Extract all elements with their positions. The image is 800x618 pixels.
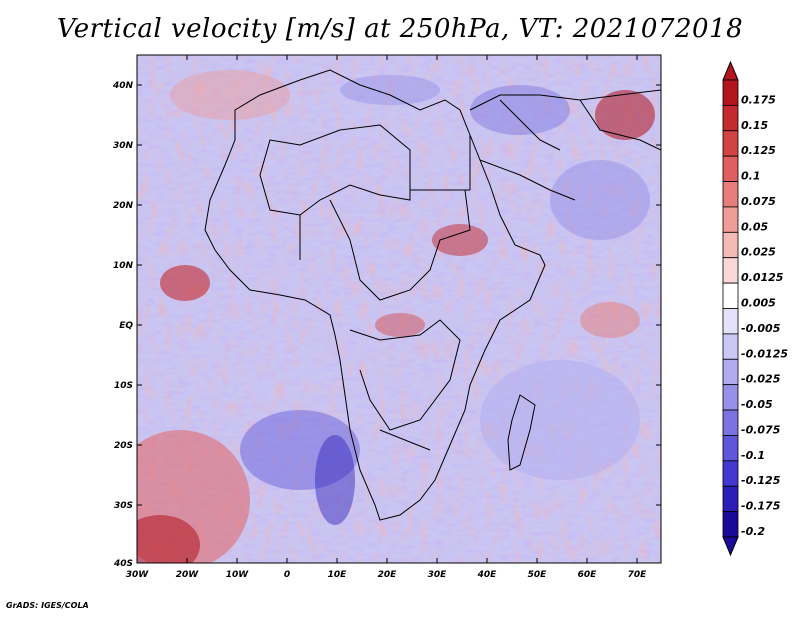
colorbar-swatch xyxy=(722,485,739,513)
colorbar-label: -0.075 xyxy=(741,423,781,436)
colorbar-swatch xyxy=(722,155,739,182)
colorbar-min-arrow xyxy=(722,536,739,557)
colorbar-swatch xyxy=(722,130,739,157)
lat-tick-label: 30S xyxy=(114,501,133,511)
lon-tick-label: 20E xyxy=(378,570,398,580)
colorbar-swatch xyxy=(722,358,739,386)
colorbar-swatch xyxy=(722,333,739,360)
velocity-field xyxy=(137,55,661,563)
lon-tick-label: 20W xyxy=(176,570,200,580)
colorbar-label: -0.0125 xyxy=(741,347,788,360)
lat-tick-label: 30N xyxy=(113,141,134,151)
lat-tick-label: 10S xyxy=(114,381,133,391)
lon-tick-label: 50E xyxy=(528,570,548,580)
colorbar-label: -0.05 xyxy=(741,398,773,411)
colorbar-label: 0.15 xyxy=(741,119,768,132)
colorbar-swatch xyxy=(722,257,739,284)
colorbar-swatch xyxy=(722,181,739,208)
lon-tick-label: 40E xyxy=(477,570,498,580)
lat-tick-label: 10N xyxy=(113,261,134,271)
colorbar-label: -0.025 xyxy=(741,373,781,386)
map-frame xyxy=(136,54,662,564)
colorbar-label: -0.2 xyxy=(741,525,765,538)
lat-tick-label: EQ xyxy=(119,321,133,331)
colorbar: 0.175 0.15 0.125 0.1 0.075 0.05 0.025 0.0125 0.0… xyxy=(722,60,788,557)
colorbar-swatch xyxy=(722,435,739,462)
colorbar-swatch xyxy=(722,206,739,233)
colorbar-label: 0.175 xyxy=(741,93,776,106)
colorbar-label: 0.005 xyxy=(741,297,776,310)
latitude-ticks: 40N 30N 20N 10N EQ 10S 20S 30S 40S xyxy=(112,81,661,569)
colorbar-swatch xyxy=(722,231,739,259)
lon-tick-label: 0 xyxy=(284,570,290,580)
lat-tick-label: 40S xyxy=(113,559,133,569)
lon-tick-label: 10W xyxy=(226,570,250,580)
longitude-ticks: 30W 20W 10W 0 10E 20E 30E 40E 50E 60E 70E xyxy=(126,55,647,580)
lon-tick-label: 30W xyxy=(126,570,150,580)
colorbar-label: -0.175 xyxy=(741,500,781,513)
colorbar-label: 0.05 xyxy=(741,220,768,233)
lat-tick-label: 40N xyxy=(112,81,134,91)
colorbar-swatch xyxy=(722,282,739,309)
colorbar-swatch xyxy=(722,308,739,335)
lon-tick-label: 10E xyxy=(328,570,348,580)
colorbar-label: 0.075 xyxy=(741,195,776,208)
lon-tick-label: 70E xyxy=(628,570,648,580)
colorbar-swatch xyxy=(722,384,739,411)
colorbar-label: 0.0125 xyxy=(741,271,784,284)
colorbar-swatch xyxy=(722,511,739,538)
colorbar-swatch xyxy=(722,460,739,487)
colorbar-label: 0.125 xyxy=(741,144,776,157)
colorbar-label: -0.1 xyxy=(741,449,765,462)
chart-title: Vertical velocity [m/s] at 250hPa, VT: 2… xyxy=(56,14,744,44)
lat-tick-label: 20N xyxy=(113,201,134,211)
colorbar-label: -0.125 xyxy=(741,474,781,487)
colorbar-label: 0.1 xyxy=(741,170,761,183)
credit-text: GrADS: IGES/COLA xyxy=(6,601,89,610)
coastlines xyxy=(204,69,661,521)
colorbar-swatch xyxy=(722,409,739,436)
colorbar-swatch xyxy=(722,104,739,132)
lon-tick-label: 30E xyxy=(428,570,448,580)
colorbar-label: -0.005 xyxy=(741,322,781,335)
colorbar-label: 0.025 xyxy=(741,246,776,259)
lon-tick-label: 60E xyxy=(578,570,598,580)
colorbar-max-arrow xyxy=(722,60,739,81)
colorbar-swatch xyxy=(722,79,739,106)
lat-tick-label: 20S xyxy=(114,441,133,451)
